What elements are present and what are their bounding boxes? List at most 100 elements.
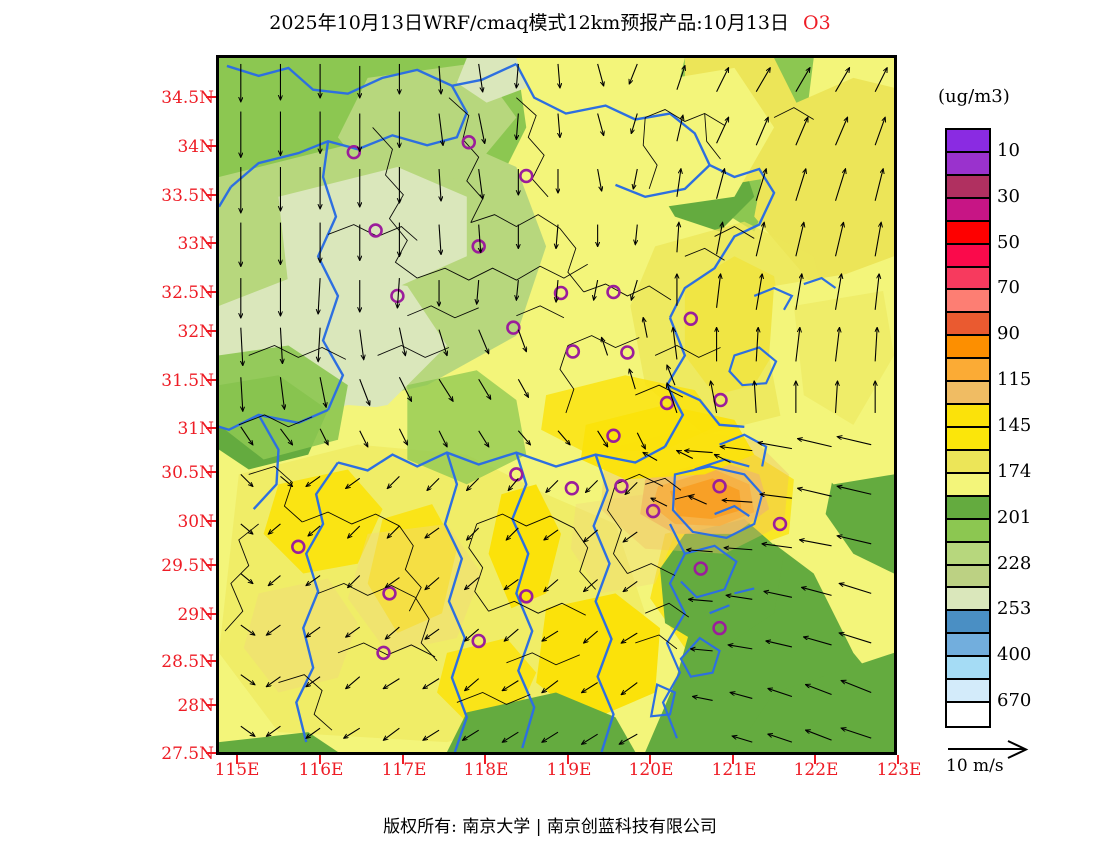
colorbar-tick-label: 201 [997, 506, 1032, 528]
colorbar-band [947, 542, 989, 566]
y-axis-label: 27.5N [161, 744, 214, 764]
colorbar-tick-label: 670 [997, 690, 1032, 712]
city-marker[interactable] [346, 144, 362, 160]
city-marker[interactable] [693, 561, 708, 576]
copyright-footer: 版权所有: 南京大学 | 南京创蓝科技有限公司 [383, 817, 717, 837]
x-axis-tick [484, 755, 486, 764]
y-axis-label: 33N [177, 234, 214, 254]
x-axis-label: 122E [793, 760, 839, 780]
y-axis-label: 34.5N [161, 88, 214, 108]
colorbar-band [947, 244, 989, 268]
city-marker[interactable] [565, 344, 581, 359]
county-boundary-lines [224, 97, 814, 731]
city-marker[interactable] [772, 516, 788, 532]
city-marker[interactable] [683, 311, 699, 326]
y-axis-label: 32N [177, 322, 214, 342]
y-axis-label: 29N [177, 605, 214, 625]
y-axis-tick [206, 704, 216, 706]
title-main-text: 2025年10月13日WRF/cmaq模式12km预报产品:10月13日 [269, 12, 790, 34]
y-axis-label: 29.5N [161, 556, 214, 576]
city-marker[interactable] [519, 589, 534, 604]
x-axis-tick [649, 755, 651, 764]
x-axis-tick [319, 755, 321, 764]
city-marker[interactable] [712, 479, 727, 494]
colorbar-tick-label: 70 [997, 277, 1020, 299]
colorbar-band [947, 267, 989, 291]
colorbar-band [947, 634, 989, 658]
title-species-text: O3 [803, 12, 831, 34]
colorbar-band [947, 382, 989, 406]
y-axis-label: 31.5N [161, 371, 214, 391]
colorbar-band [947, 680, 989, 704]
colorbar-band [947, 290, 989, 314]
colorbar-tick-label: 145 [997, 415, 1032, 436]
colorbar-band [947, 221, 989, 245]
city-marker[interactable] [606, 428, 621, 443]
colorbar-band [947, 565, 989, 589]
colorbar-tick-label: 30 [997, 185, 1020, 207]
x-axis-label: 123E [876, 760, 922, 780]
x-axis-label: 117E [381, 760, 427, 780]
wind-scale-legend: 10 m/s [946, 740, 1096, 776]
colorbar-band [947, 473, 989, 497]
y-axis-tick [206, 427, 216, 429]
city-marker[interactable] [564, 481, 580, 496]
city-marker[interactable] [659, 395, 675, 411]
city-marker[interactable] [461, 135, 477, 150]
colorbar-tick-label: 90 [997, 323, 1020, 345]
province-boundary-lines [219, 62, 776, 752]
y-axis-label: 32.5N [161, 283, 214, 303]
arrow-right-icon [948, 740, 1029, 759]
city-marker[interactable] [291, 539, 306, 555]
y-axis-tick [206, 194, 216, 196]
colorbar-tick-label: 253 [997, 598, 1032, 620]
y-axis-label: 28.5N [161, 652, 214, 672]
colorbar-band [947, 313, 989, 337]
y-axis-tick [206, 471, 216, 473]
y-axis-tick [206, 613, 216, 615]
page-title: 2025年10月13日WRF/cmaq模式12km预报产品:10月13日 O3 [0, 8, 1100, 35]
colorbar-band [947, 405, 989, 428]
map-canvas[interactable] [219, 58, 894, 752]
city-marker[interactable] [376, 645, 391, 661]
city-marker[interactable] [368, 223, 383, 238]
colorbar[interactable] [945, 128, 991, 728]
y-axis-tick [206, 520, 216, 522]
x-axis-tick [236, 755, 238, 764]
city-marker[interactable] [506, 320, 521, 335]
colorbar-band [947, 336, 989, 360]
y-axis-tick [206, 752, 216, 754]
city-marker[interactable] [645, 503, 661, 519]
colorbar-band [947, 359, 989, 383]
city-marker[interactable] [620, 345, 635, 360]
city-marker[interactable] [614, 479, 629, 494]
city-marker[interactable] [471, 633, 486, 649]
colorbar-tick-label: 400 [997, 644, 1032, 666]
river-lake-network [649, 276, 837, 739]
x-axis-tick [402, 755, 404, 764]
x-axis-label: 116E [298, 760, 344, 780]
y-axis-label: 30.5N [161, 463, 214, 483]
y-axis-tick [206, 242, 216, 244]
city-marker[interactable] [606, 284, 621, 300]
colorbar-tick-label: 10 [997, 139, 1020, 161]
x-axis-tick [897, 755, 899, 764]
y-axis-tick [206, 660, 216, 662]
city-marker[interactable] [712, 620, 727, 636]
colorbar-band [947, 198, 989, 222]
x-axis-label: 119E [546, 760, 592, 780]
y-axis-tick [206, 96, 216, 98]
forecast-map[interactable] [216, 55, 897, 755]
y-axis-tick [206, 379, 216, 381]
colorbar-band [947, 611, 989, 635]
city-marker[interactable] [519, 168, 534, 184]
y-axis-tick [206, 564, 216, 566]
colorbar-units-label: (ug/m3) [938, 86, 1010, 107]
colorbar-tick-label: 115 [997, 369, 1032, 391]
y-axis-label: 28N [177, 696, 214, 716]
colorbar-tick-label: 50 [997, 231, 1020, 253]
city-marker[interactable] [553, 285, 569, 301]
colorbar-band [947, 588, 989, 612]
colorbar-band [947, 496, 989, 520]
y-axis-label: 33.5N [161, 186, 214, 206]
